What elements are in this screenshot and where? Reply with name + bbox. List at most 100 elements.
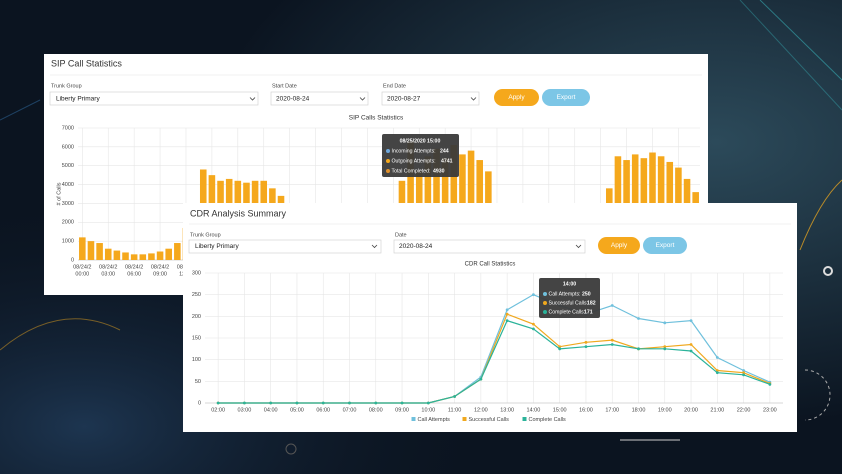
tooltip-dot <box>386 149 390 153</box>
point <box>374 401 378 405</box>
field-label: Trunk Group <box>51 83 82 89</box>
tooltip-dot <box>543 301 547 305</box>
x-tick-label: 02:00 <box>211 407 225 413</box>
y-tick-label: 50 <box>195 379 201 385</box>
point <box>742 373 745 377</box>
y-tick-label: 6000 <box>62 144 74 150</box>
x-tick-label: 09:00 <box>153 271 167 277</box>
x-tick-label: 08/24/2 <box>125 264 143 270</box>
tooltip-box <box>539 278 600 318</box>
point <box>742 371 745 375</box>
tooltip: 14:00 Call Attempts: 250 Successful Call… <box>539 278 600 318</box>
point <box>532 293 535 297</box>
date-picker[interactable] <box>270 91 369 106</box>
tooltip-value: 182 <box>587 300 596 306</box>
point <box>558 345 562 349</box>
date-picker[interactable] <box>381 91 480 106</box>
legend-swatch <box>462 417 467 421</box>
y-tick-label: 5000 <box>62 163 74 169</box>
decor <box>0 0 842 455</box>
button-label: Apply <box>508 94 525 101</box>
legend-label: Complete Calls <box>529 417 567 423</box>
x-tick-label: 22:00 <box>737 407 751 413</box>
x-tick-label: 05:00 <box>290 407 304 413</box>
bar <box>104 248 112 260</box>
select-value: 2020-08-27 <box>387 96 421 103</box>
y-tick-label: 4000 <box>62 182 74 188</box>
tooltip-value: 4741 <box>441 158 453 164</box>
button-label: Export <box>557 94 576 101</box>
x-tick-label: 08/24/2 <box>151 264 169 270</box>
export-button[interactable] <box>643 237 687 254</box>
select[interactable] <box>188 239 382 254</box>
select-value: Liberty Primary <box>195 243 239 250</box>
y-tick-label: 0 <box>198 400 201 406</box>
panel-title: CDR Analysis Summary <box>190 208 287 218</box>
tooltip-value: 250 <box>582 291 591 297</box>
x-tick-label: 11:00 <box>448 407 461 413</box>
field-label: Start Date <box>272 83 297 89</box>
date-picker[interactable] <box>393 239 586 254</box>
caret <box>359 97 366 101</box>
export-button[interactable] <box>542 89 590 106</box>
caret <box>371 244 378 249</box>
y-axis-title: # of Calls <box>56 182 62 205</box>
x-tick-label: 06:00 <box>127 271 141 277</box>
tooltip-dot <box>543 292 547 296</box>
panel-title: SIP Call Statistics <box>51 58 122 68</box>
point <box>505 308 509 312</box>
x-tick-label: 00:00 <box>75 271 89 277</box>
tooltip-label: Incoming Attempts: <box>392 148 436 154</box>
point <box>689 343 693 346</box>
chart-title: SIP Calls Statistics <box>349 115 404 122</box>
bar <box>165 248 172 260</box>
legend-label: Successful Calls <box>469 417 510 423</box>
point <box>479 377 483 381</box>
select-value: 2020-08-24 <box>276 96 310 103</box>
apply-button[interactable] <box>494 89 539 106</box>
y-tick-label: 3000 <box>62 201 74 207</box>
y-tick-label: 7000 <box>62 125 74 131</box>
x-tick-label: 15:00 <box>553 407 567 413</box>
x-tick-label: 23:00 <box>763 407 777 413</box>
legend-swatch <box>411 417 416 421</box>
select[interactable] <box>49 91 259 106</box>
tooltip-label: Total Completed: <box>392 168 431 174</box>
x-tick-label: 08/24/2 <box>99 264 117 270</box>
point <box>453 395 456 398</box>
tooltip-value: 4930 <box>433 168 445 174</box>
point <box>584 340 588 344</box>
x-tick-label: 14:00 <box>527 407 541 413</box>
bar <box>148 253 155 260</box>
tooltip-value: 171 <box>584 309 593 315</box>
point <box>768 382 772 386</box>
point <box>742 369 745 372</box>
apply-button[interactable] <box>598 237 640 254</box>
select-value: 2020-08-24 <box>399 243 433 250</box>
tooltip-title: 08/25/2020 15:00 <box>400 138 441 144</box>
point <box>663 345 667 349</box>
line <box>218 319 771 404</box>
point <box>715 369 719 372</box>
x-tick-label: 07:00 <box>343 407 357 413</box>
field-label: End Date <box>383 83 406 89</box>
x-tick-label: 18:00 <box>632 407 646 413</box>
x-tick-label: 21:00 <box>710 407 724 413</box>
x-tick-label: 20:00 <box>684 407 698 413</box>
point <box>663 321 667 325</box>
tooltip-box <box>382 134 459 177</box>
tooltip-dot <box>543 310 547 314</box>
point <box>321 401 325 405</box>
caret <box>470 97 477 101</box>
point <box>715 371 719 375</box>
tooltip-value: 244 <box>440 148 449 154</box>
point <box>505 312 509 316</box>
bar <box>87 241 95 260</box>
tooltip-label: Successful Calls: <box>549 300 589 306</box>
point <box>610 343 614 346</box>
caret <box>575 244 582 249</box>
button-label: Export <box>656 242 675 249</box>
cdr-panel: CDR Analysis Summary Trunk Group Liberty… <box>183 203 797 432</box>
y-tick-label: 200 <box>192 314 201 320</box>
